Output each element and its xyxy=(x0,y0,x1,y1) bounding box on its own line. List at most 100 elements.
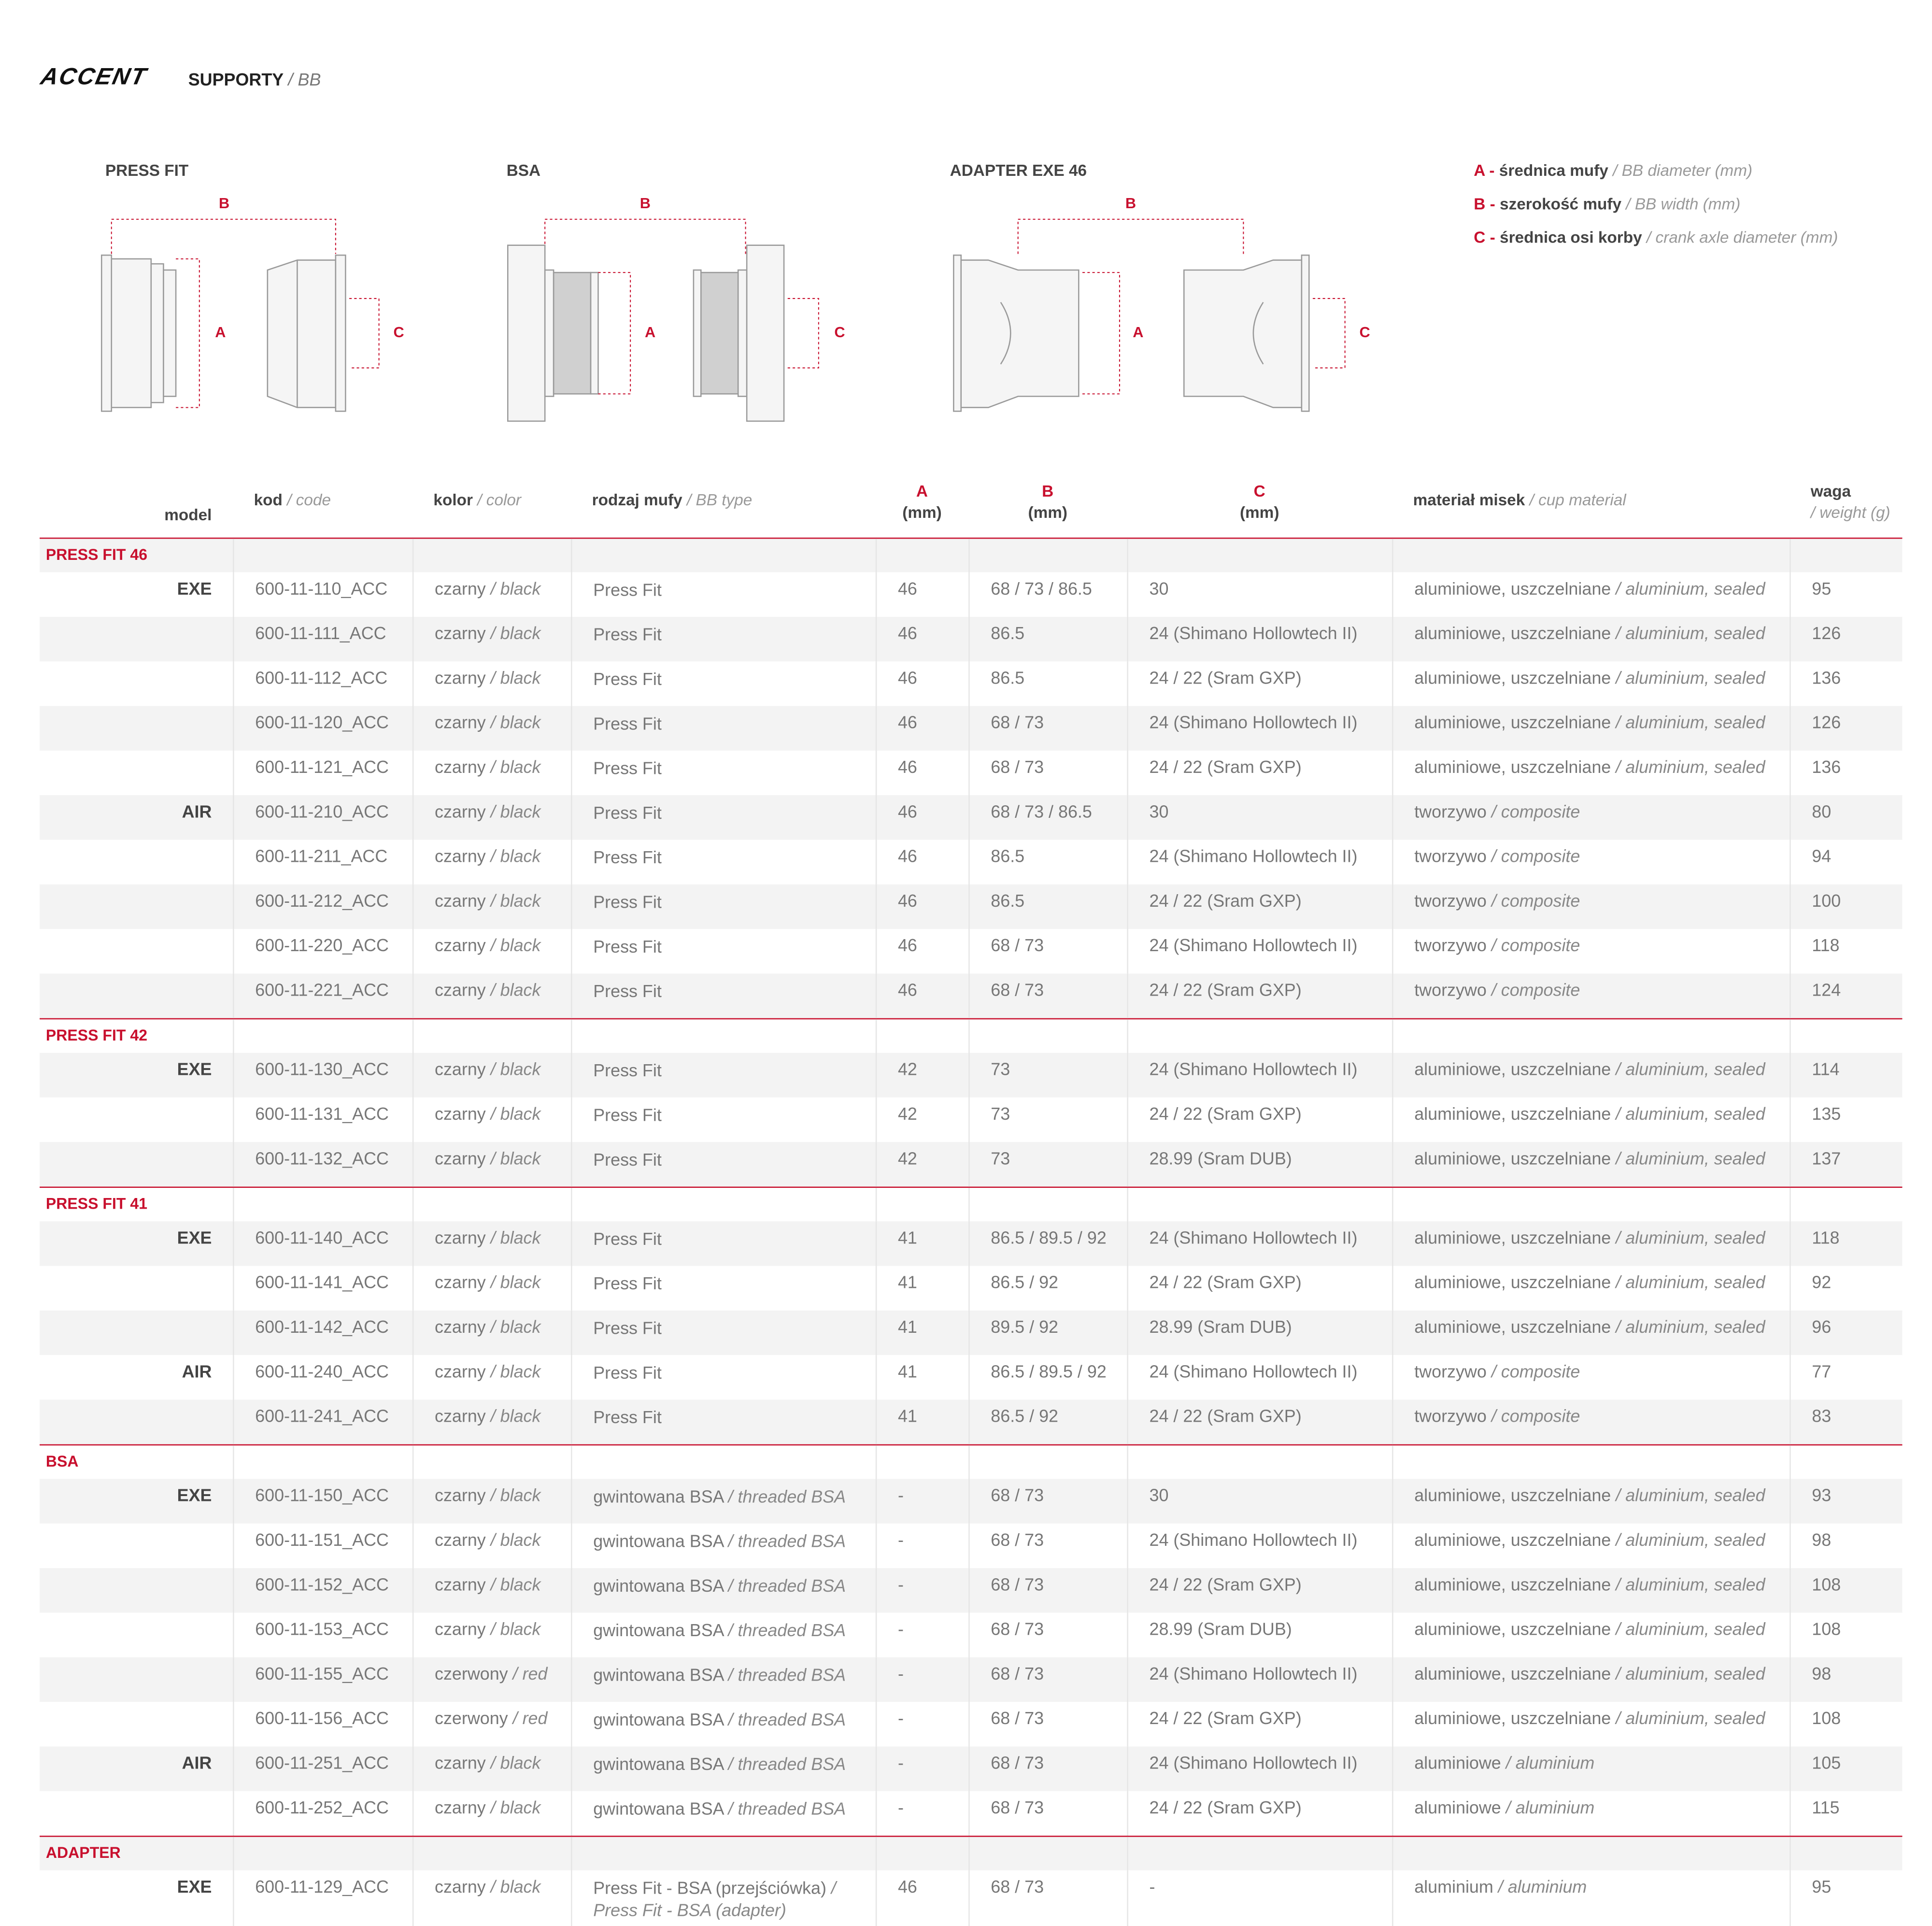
dim-label: B xyxy=(219,195,229,212)
type-pl: Press Fit xyxy=(593,802,662,823)
b-cell: 68 / 73 xyxy=(968,1523,1127,1569)
c-cell: 28.99 (Sram DUB) xyxy=(1127,1142,1392,1187)
type-pl: Press Fit - BSA (przejściówka) xyxy=(593,1878,826,1898)
color-pl: czarny xyxy=(434,1485,486,1505)
spec-table: model kod / code kolor / color rodzaj mufy … xyxy=(40,481,1903,1926)
material-pl: aluminiowe, uszczelniane xyxy=(1414,1227,1611,1248)
color-cell: czarny / black xyxy=(412,750,571,796)
type-pl: gwintowana BSA xyxy=(593,1486,724,1506)
type-cell: Press Fit xyxy=(571,616,876,662)
table-row: 600-11-141_ACC czarny / black Press Fit 41 8… xyxy=(40,1266,1902,1311)
table-cell xyxy=(875,1187,968,1222)
type-cell: Press Fit xyxy=(571,1053,876,1098)
color-en: / black xyxy=(490,1148,541,1168)
b-cell: 86.5 xyxy=(968,661,1127,706)
type-pl: Press Fit xyxy=(593,1407,662,1427)
b-cell: 68 / 73 xyxy=(968,1870,1127,1926)
table-cell xyxy=(233,1837,412,1870)
code-cell: 600-11-152_ACC xyxy=(233,1568,412,1613)
material-cell: aluminiowe, uszczelniane / aluminium, se… xyxy=(1392,1266,1790,1311)
material-en: / aluminium, sealed xyxy=(1616,1619,1765,1639)
c-cell: 24 (Shimano Hollowtech II) xyxy=(1127,1053,1392,1098)
material-cell: aluminiowe / aluminium xyxy=(1392,1746,1790,1791)
weight-cell: 94 xyxy=(1790,840,1902,885)
code-cell: 600-11-111_ACC xyxy=(233,616,412,662)
type-cell: Press Fit xyxy=(571,929,876,974)
legend-en: / BB width (mm) xyxy=(1626,194,1741,214)
material-en: / composite xyxy=(1491,1406,1580,1426)
material-cell: aluminiowe, uszczelniane / aluminium, se… xyxy=(1392,1568,1790,1613)
material-pl: aluminiowe, uszczelniane xyxy=(1414,578,1611,599)
table-cell xyxy=(1127,1837,1392,1870)
brand-logo: ACCENT xyxy=(38,64,149,91)
table-cell xyxy=(1392,1019,1790,1053)
color-pl: czarny xyxy=(434,846,486,866)
color-pl: czarny xyxy=(434,1797,486,1817)
model-cell xyxy=(40,1702,233,1746)
legend-item: A - średnica mufy / BB diameter (mm) xyxy=(1474,161,1752,179)
type-pl: gwintowana BSA xyxy=(593,1665,724,1685)
material-pl: aluminiowe, uszczelniane xyxy=(1414,1103,1611,1124)
type-cell: gwintowana BSA / threaded BSA xyxy=(571,1702,876,1747)
type-cell: gwintowana BSA / threaded BSA xyxy=(571,1612,876,1657)
type-cell: Press Fit xyxy=(571,840,876,885)
title: SUPPORTY xyxy=(188,69,284,89)
header-cell: kod / code xyxy=(233,489,412,538)
color-pl: czarny xyxy=(434,1876,486,1897)
header-cell: waga / weight (g) xyxy=(1790,481,1902,538)
color-en: / black xyxy=(490,1529,541,1550)
legend-item: B - szerokość mufy / BB width (mm) xyxy=(1474,195,1740,213)
table-cell xyxy=(875,1445,968,1479)
code-cell: 600-11-131_ACC xyxy=(233,1097,412,1142)
color-pl: czarny xyxy=(434,1272,486,1292)
type-en: / threaded BSA xyxy=(728,1798,846,1819)
material-cell: aluminium / aluminium xyxy=(1392,1870,1790,1926)
material-en: / aluminium, sealed xyxy=(1616,578,1765,599)
color-en: / black xyxy=(490,756,541,777)
material-cell: tworzywo / composite xyxy=(1392,1355,1790,1400)
dim-label: B xyxy=(1125,195,1136,212)
material-cell: aluminiowe, uszczelniane / aluminium, se… xyxy=(1392,1221,1790,1266)
color-cell: czarny / black xyxy=(412,661,571,706)
type-pl: Press Fit xyxy=(593,847,662,867)
table-cell xyxy=(1127,539,1392,572)
section-row: ADAPTER xyxy=(40,1835,1903,1870)
diagram-title: PRESS FIT xyxy=(105,161,189,180)
weight-cell: 124 xyxy=(1790,973,1902,1018)
color-pl: czarny xyxy=(434,1753,486,1773)
material-cell: aluminiowe, uszczelniane / aluminium, se… xyxy=(1392,661,1790,706)
model-cell xyxy=(40,1568,233,1612)
table-row: AIR 600-11-210_ACC czarny / black Press Fit… xyxy=(40,795,1903,840)
color-en: / black xyxy=(490,890,541,911)
header-cell: rodzaj mufy / BB type xyxy=(571,489,876,538)
dim-label: A xyxy=(1133,324,1143,341)
color-en: / black xyxy=(490,1316,541,1337)
a-cell: 46 xyxy=(875,884,968,929)
type-pl: gwintowana BSA xyxy=(593,1575,724,1596)
section-row: BSA xyxy=(40,1444,1903,1479)
material-en: / aluminium, sealed xyxy=(1616,623,1765,643)
legend-pl: średnica mufy xyxy=(1499,161,1608,180)
code-cell: 600-11-155_ACC xyxy=(233,1657,412,1702)
table-cell xyxy=(233,1187,412,1222)
color-cell: czarny / black xyxy=(412,1266,571,1311)
color-en: / black xyxy=(490,1876,541,1897)
color-en: / red xyxy=(512,1708,548,1728)
color-pl: czerwony xyxy=(434,1663,508,1683)
weight-cell: 136 xyxy=(1790,661,1902,706)
c-cell: 24 / 22 (Sram GXP) xyxy=(1127,1399,1392,1444)
color-en: / black xyxy=(490,1753,541,1773)
material-en: / aluminium, sealed xyxy=(1616,712,1765,732)
weight-cell: 118 xyxy=(1790,1221,1902,1266)
color-cell: czarny / black xyxy=(412,616,571,662)
code-cell: 600-11-130_ACC xyxy=(233,1053,412,1098)
subtitle: / BB xyxy=(288,69,321,89)
b-cell: 86.5 xyxy=(968,840,1127,885)
color-en: / black xyxy=(490,935,541,955)
code-cell: 600-11-221_ACC xyxy=(233,973,412,1018)
header-unit: (mm) xyxy=(1028,503,1067,522)
table-row: 600-11-211_ACC czarny / black Press Fit 46 8… xyxy=(40,840,1902,885)
weight-cell: 135 xyxy=(1790,1097,1902,1142)
color-cell: czarny / black xyxy=(412,884,571,929)
header-cell: B (mm) xyxy=(968,481,1127,538)
